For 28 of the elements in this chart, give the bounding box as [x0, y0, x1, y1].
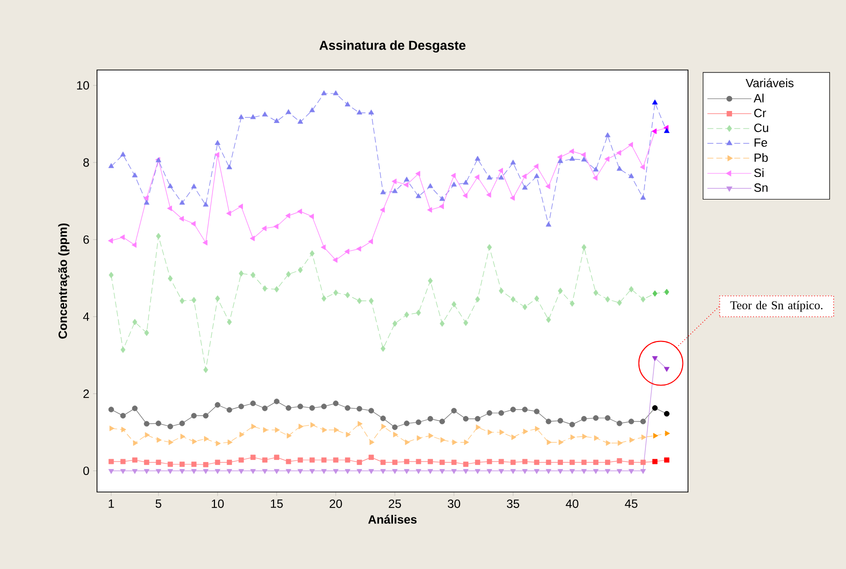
x-tick-label: 15 [270, 500, 283, 508]
y-tick-label: 10 [77, 81, 90, 90]
legend-title: Variáveis [746, 78, 794, 88]
legend-label: Sn [754, 183, 768, 192]
y-tick-label: 8 [83, 158, 89, 167]
y-tick-label: 2 [83, 390, 89, 398]
legend-label: Fe [754, 138, 768, 147]
chart-title: Assinatura de Desgaste [319, 40, 466, 53]
x-tick-label: 5 [156, 500, 162, 508]
y-tick-label: 4 [83, 312, 90, 321]
x-tick-label: 25 [388, 500, 402, 508]
y-tick-label: 0 [83, 466, 90, 476]
legend-label: Cu [754, 124, 768, 132]
x-tick-label: 45 [624, 500, 638, 508]
x-tick-label: 35 [506, 500, 520, 508]
y-axis-title: Concentração (ppm) [58, 223, 70, 339]
x-tick-label: 40 [566, 500, 578, 508]
x-tick-label: 30 [448, 500, 460, 508]
legend-label: Pb [754, 153, 768, 162]
x-tick-label: 10 [212, 500, 224, 508]
x-tick-label: 1 [108, 500, 114, 508]
y-tick-label: 6 [83, 235, 89, 244]
legend-label: Cr [754, 108, 766, 118]
x-tick-label: 20 [330, 500, 342, 508]
legend-label: Al [754, 94, 764, 102]
text: Teor de Sn atípico. [730, 300, 822, 312]
legend-label: Si [754, 168, 764, 178]
x-axis-title: Análises [368, 514, 417, 524]
